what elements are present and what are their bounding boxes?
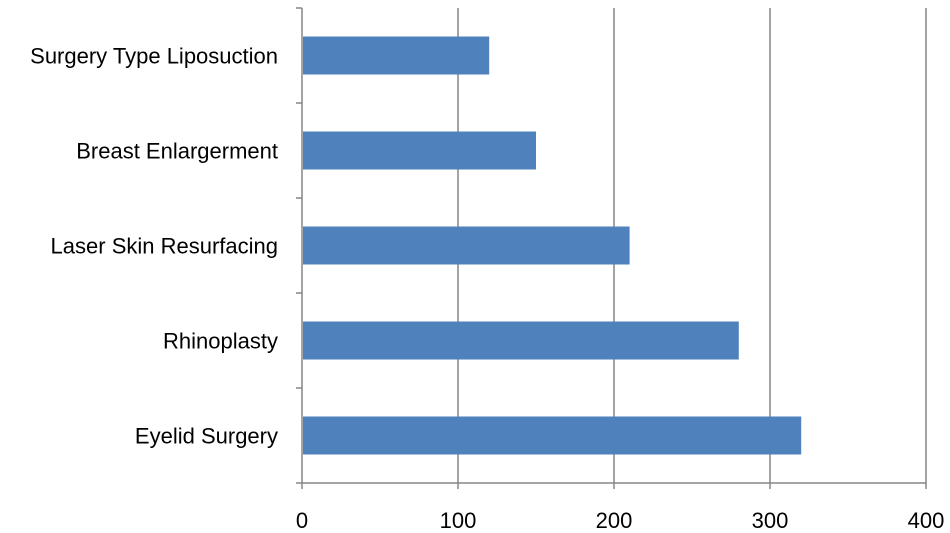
category-label: Surgery Type Liposuction — [30, 44, 278, 69]
bar — [303, 36, 490, 75]
category-label: Rhinoplasty — [163, 329, 278, 354]
x-tick-label: 200 — [596, 508, 633, 533]
bar — [303, 321, 739, 360]
bars — [303, 36, 802, 455]
bar — [303, 416, 802, 455]
axes — [296, 7, 927, 489]
x-tick-label: 400 — [908, 508, 945, 533]
category-label: Eyelid Surgery — [135, 424, 278, 449]
category-label: Breast Enlargerment — [76, 139, 278, 164]
x-tick-label: 300 — [752, 508, 789, 533]
bar — [303, 226, 630, 265]
category-label: Laser Skin Resurfacing — [51, 234, 278, 259]
x-tick-labels: 0 100 200 300 400 — [296, 508, 944, 533]
category-labels: Surgery Type Liposuction Breast Enlargerm… — [30, 44, 278, 449]
bar — [303, 131, 536, 170]
x-tick-label: 100 — [440, 508, 477, 533]
x-tick-label: 0 — [296, 508, 308, 533]
